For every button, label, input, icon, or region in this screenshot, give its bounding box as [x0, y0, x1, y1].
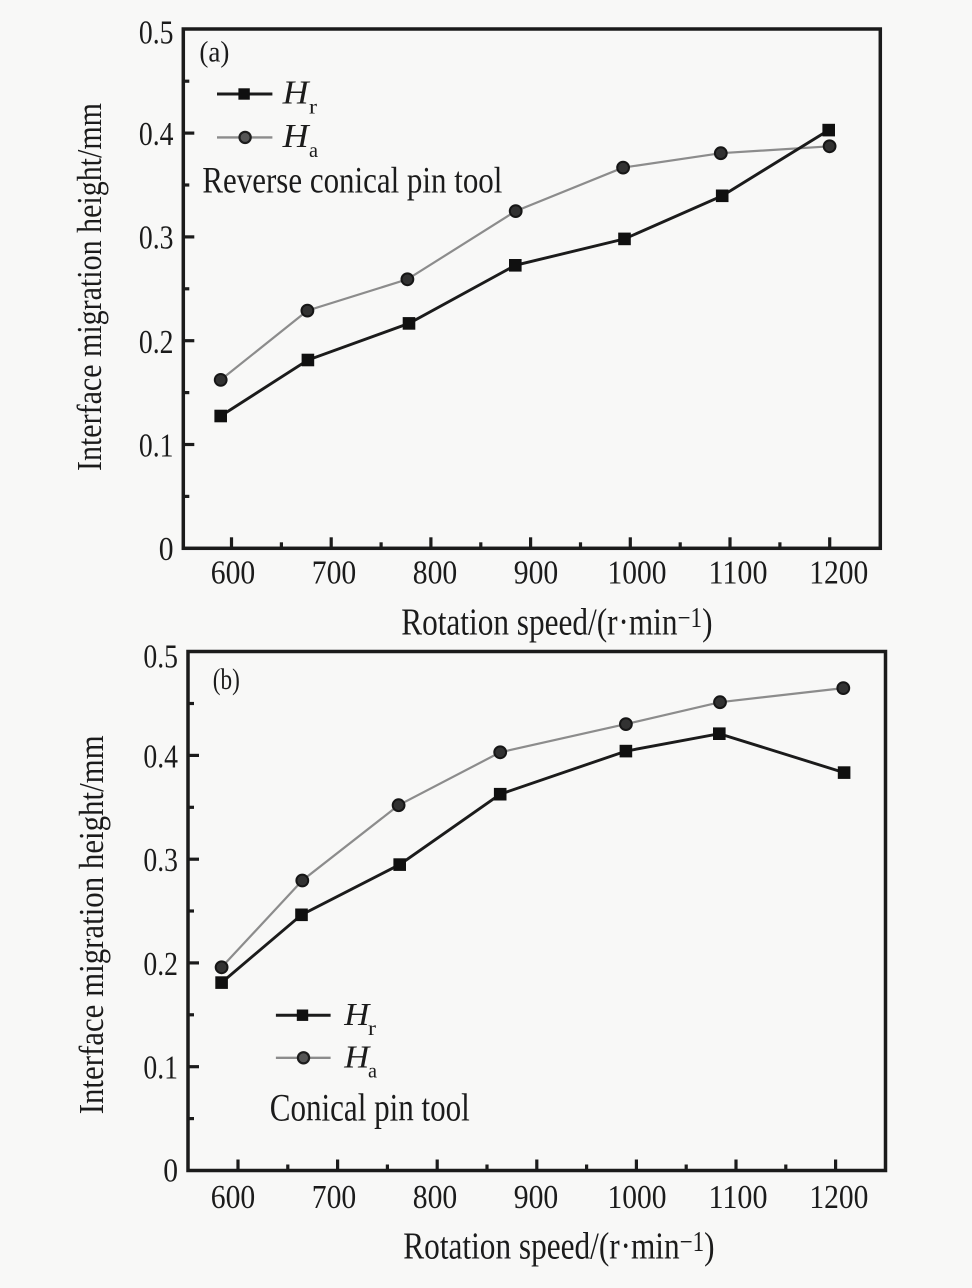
- svg-text:a: a: [309, 138, 319, 162]
- svg-text:1000: 1000: [608, 555, 667, 592]
- svg-text:800: 800: [413, 555, 458, 592]
- svg-text:(b): (b): [213, 663, 240, 696]
- svg-text:0.2: 0.2: [139, 324, 174, 361]
- svg-text:Interface migration height/mm: Interface migration height/mm: [70, 103, 109, 471]
- svg-text:0.3: 0.3: [139, 220, 174, 257]
- svg-text:H: H: [282, 118, 312, 155]
- svg-text:0.1: 0.1: [139, 428, 174, 465]
- svg-text:H: H: [343, 996, 371, 1032]
- svg-text:1200: 1200: [809, 555, 868, 592]
- svg-text:H: H: [343, 1038, 371, 1074]
- svg-text:1200: 1200: [809, 1179, 868, 1216]
- svg-text:600: 600: [211, 555, 256, 592]
- svg-text:(a): (a): [199, 36, 229, 69]
- svg-text:Rotation speed/(r·min−1): Rotation speed/(r·min−1): [403, 1225, 714, 1268]
- svg-text:0: 0: [163, 1152, 178, 1189]
- svg-text:Conical pin tool: Conical pin tool: [270, 1087, 470, 1130]
- svg-text:Interface migration height/mm: Interface migration height/mm: [72, 735, 111, 1114]
- svg-text:0.5: 0.5: [143, 639, 178, 676]
- svg-text:0: 0: [159, 531, 174, 568]
- svg-text:1100: 1100: [709, 555, 768, 592]
- svg-text:1000: 1000: [608, 1179, 667, 1216]
- svg-text:900: 900: [514, 1179, 559, 1216]
- svg-text:0.4: 0.4: [139, 116, 174, 153]
- svg-text:Rotation speed/(r·min−1): Rotation speed/(r·min−1): [401, 600, 712, 643]
- svg-text:700: 700: [312, 1179, 357, 1216]
- svg-text:H: H: [282, 75, 312, 112]
- svg-text:0.4: 0.4: [143, 738, 178, 775]
- svg-text:a: a: [368, 1058, 378, 1082]
- svg-text:700: 700: [312, 555, 357, 592]
- svg-text:0.5: 0.5: [139, 15, 174, 52]
- svg-text:600: 600: [211, 1179, 256, 1216]
- svg-text:Reverse conical pin tool: Reverse conical pin tool: [202, 161, 502, 202]
- svg-text:1100: 1100: [709, 1179, 768, 1216]
- svg-text:r: r: [309, 95, 317, 119]
- svg-text:0.1: 0.1: [143, 1049, 178, 1086]
- svg-text:900: 900: [514, 555, 559, 592]
- svg-text:0.3: 0.3: [143, 842, 178, 879]
- svg-text:0.2: 0.2: [143, 946, 178, 983]
- svg-text:r: r: [368, 1016, 376, 1040]
- svg-text:800: 800: [413, 1179, 458, 1216]
